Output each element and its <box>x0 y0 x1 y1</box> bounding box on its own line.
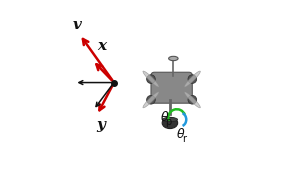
Circle shape <box>188 95 197 104</box>
Text: $\theta$: $\theta$ <box>159 110 169 124</box>
Text: p: p <box>165 117 172 127</box>
Circle shape <box>188 75 197 83</box>
Text: y: y <box>96 118 105 132</box>
Text: $\theta$: $\theta$ <box>176 127 185 141</box>
Circle shape <box>147 95 155 104</box>
Ellipse shape <box>162 117 178 122</box>
Ellipse shape <box>143 92 159 108</box>
Ellipse shape <box>169 56 178 61</box>
Text: x: x <box>98 39 107 53</box>
FancyBboxPatch shape <box>151 72 192 103</box>
Ellipse shape <box>184 92 200 108</box>
Ellipse shape <box>143 71 159 87</box>
Ellipse shape <box>162 117 178 129</box>
Circle shape <box>147 75 155 83</box>
Text: v: v <box>73 18 82 32</box>
Text: r: r <box>182 134 186 144</box>
Ellipse shape <box>184 71 200 87</box>
